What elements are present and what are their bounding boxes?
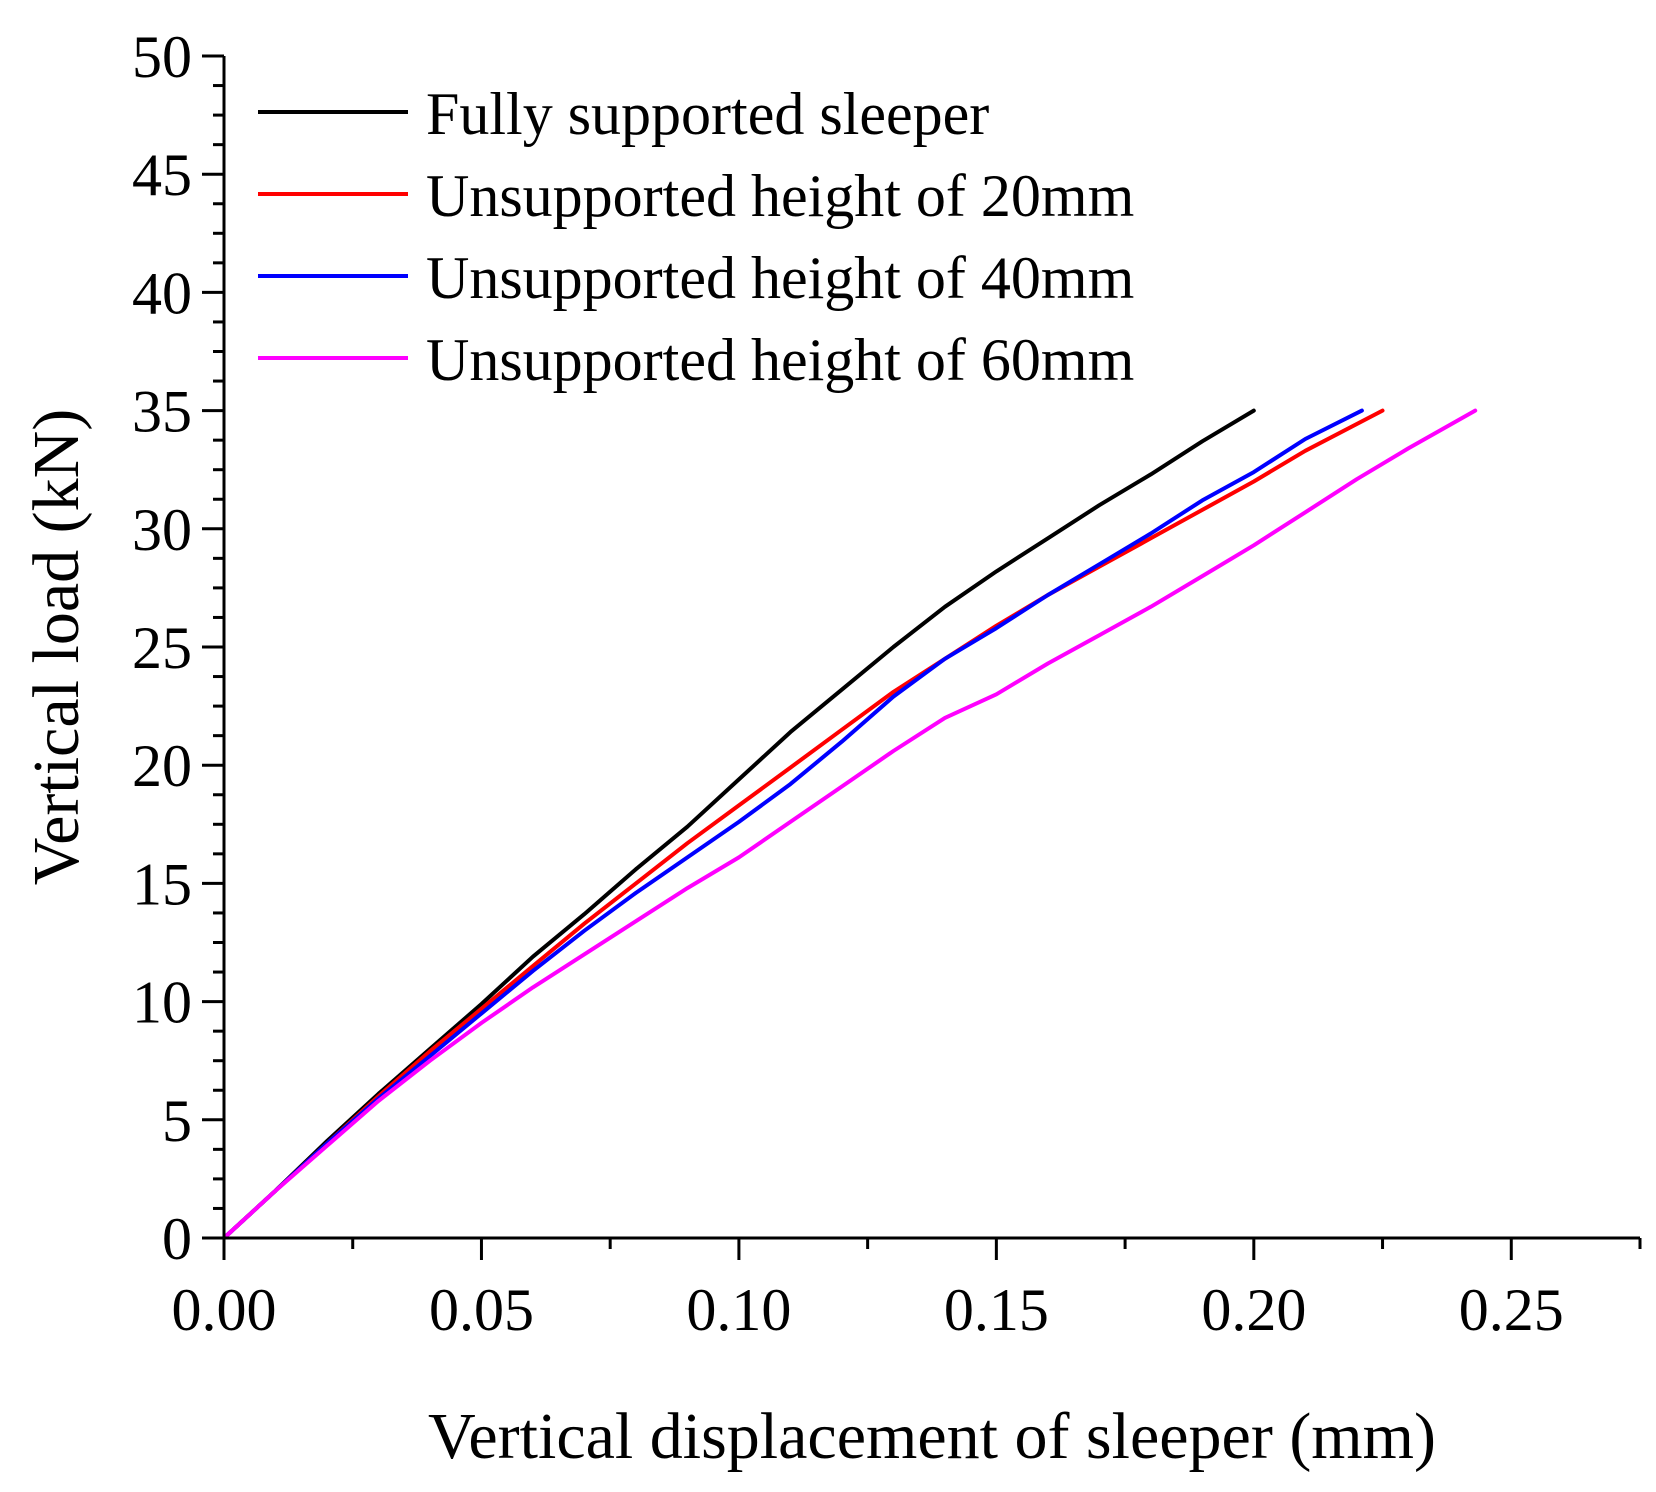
y-tick-label: 25: [132, 615, 192, 681]
legend-label-2: Unsupported height of 20mm: [426, 163, 1134, 229]
y-tick-label: 5: [162, 1088, 192, 1154]
y-axis-title: Vertical load (kN): [20, 409, 93, 885]
series-line-2: [222, 408, 1385, 1240]
y-tick-label: 35: [132, 379, 192, 445]
y-ticks: 0 5 10 15 20 25 30 35 40 45 50: [132, 24, 224, 1272]
axes-layer: [222, 56, 1640, 1240]
y-tick-label: 15: [132, 851, 192, 917]
x-tick-label: 0.05: [429, 1277, 534, 1343]
series-line-4: [222, 408, 1478, 1240]
legend-label-4: Unsupported height of 60mm: [426, 327, 1134, 393]
x-tick-label: 0.00: [172, 1277, 277, 1343]
y-tick-label: 40: [132, 260, 192, 326]
y-tick-label: 10: [132, 970, 192, 1036]
x-axis-title: Vertical displacement of sleeper (mm): [428, 1400, 1436, 1473]
x-tick-label: 0.10: [686, 1277, 791, 1343]
legend: Fully supported sleeper Unsupported heigh…: [258, 81, 1134, 393]
x-tick-label: 0.15: [944, 1277, 1049, 1343]
y-tick-label: 30: [132, 497, 192, 563]
x-tick-label: 0.25: [1459, 1277, 1564, 1343]
y-tick-label: 45: [132, 142, 192, 208]
y-tick-label: 20: [132, 733, 192, 799]
x-ticks: 0.00 0.05 0.10 0.15 0.20 0.25: [172, 1238, 1642, 1343]
y-tick-label: 0: [162, 1206, 192, 1272]
series-line-3: [222, 408, 1364, 1240]
legend-label-3: Unsupported height of 40mm: [426, 245, 1134, 311]
series-layer: [222, 408, 1478, 1240]
legend-label-1: Fully supported sleeper: [426, 81, 989, 147]
x-tick-label: 0.20: [1201, 1277, 1306, 1343]
y-tick-label: 50: [132, 24, 192, 90]
